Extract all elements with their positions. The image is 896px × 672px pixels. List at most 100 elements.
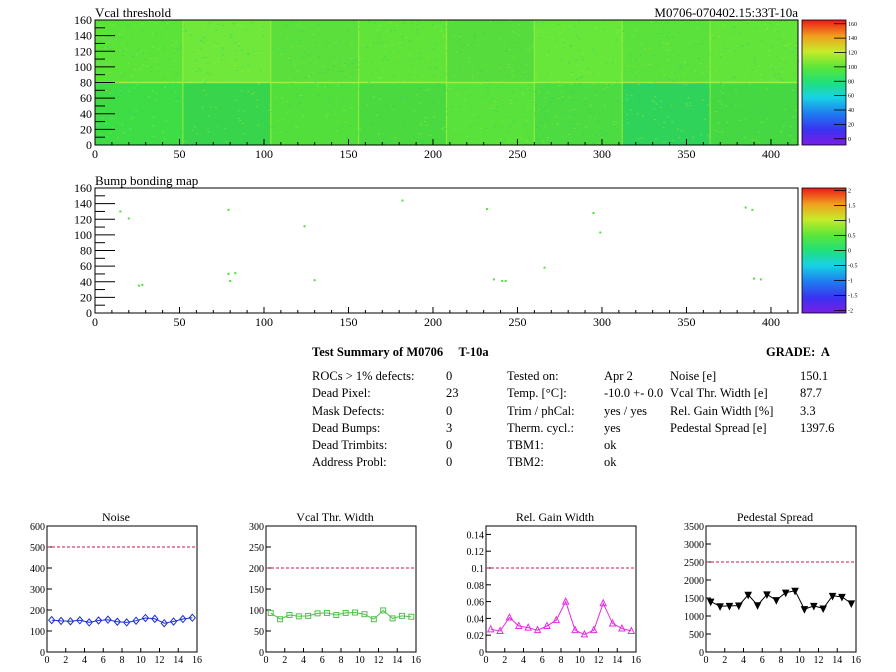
pixel-noise-dot <box>696 21 699 23</box>
pixel-noise-dot <box>122 132 125 134</box>
pixel-noise-dot <box>769 132 772 134</box>
y-tick-label: 160 <box>74 181 92 195</box>
pixel-noise-dot <box>387 143 390 145</box>
pixel-noise-dot <box>660 69 663 71</box>
pixel-noise-dot <box>720 103 723 105</box>
pixel-noise-dot <box>357 131 360 133</box>
palette-tick-label: -0.5 <box>848 264 858 270</box>
pixel-noise-dot <box>288 140 291 142</box>
pixel-noise-dot <box>411 29 414 31</box>
pixel-noise-dot <box>683 73 686 75</box>
y-tick-label: 20 <box>80 290 92 304</box>
x-tick-label: 100 <box>255 315 273 329</box>
pixel-noise-dot <box>350 43 353 45</box>
pixel-noise-dot <box>524 129 527 131</box>
pixel-noise-dot <box>562 28 565 30</box>
data-point <box>94 616 103 625</box>
pixel-noise-dot <box>122 55 125 57</box>
pixel-noise-dot <box>332 65 335 67</box>
pixel-noise-dot <box>241 34 244 36</box>
pixel-noise-dot <box>529 89 532 91</box>
pixel-noise-dot <box>207 63 210 64</box>
x-tick-label: 150 <box>339 315 357 329</box>
pixel-noise-dot <box>299 30 302 31</box>
pixel-noise-dot <box>452 21 454 23</box>
pixel-noise-dot <box>753 89 756 91</box>
pixel-noise-dot <box>668 83 670 85</box>
pixel-noise-dot <box>522 94 525 96</box>
pixel-noise-dot <box>235 100 238 101</box>
pixel-noise-dot <box>798 144 800 146</box>
pixel-noise-dot <box>505 50 507 52</box>
pixel-noise-dot <box>175 48 178 50</box>
pixel-noise-dot <box>218 140 221 142</box>
pixel-noise-dot <box>101 130 104 132</box>
pixel-noise-dot <box>665 22 668 24</box>
pixel-noise-dot <box>231 107 234 109</box>
pixel-noise-dot <box>712 37 715 39</box>
pixel-noise-dot <box>633 65 636 67</box>
pixel-noise-dot <box>133 25 136 27</box>
pixel-noise-dot <box>701 42 704 44</box>
x-tick-label: 12 <box>594 655 604 666</box>
pixel-noise-dot <box>422 75 425 77</box>
pixel-noise-dot <box>130 37 133 39</box>
pixel-noise-dot <box>783 109 786 110</box>
pixel-noise-dot <box>671 72 674 74</box>
pixel-noise-dot <box>120 92 122 94</box>
y-tick-label: 250 <box>249 543 264 554</box>
pixel-noise-dot <box>291 124 294 126</box>
pixel-noise-dot <box>636 140 639 142</box>
pixel-noise-dot <box>579 77 582 79</box>
pixel-noise-dot <box>615 122 618 124</box>
pixel-noise-dot <box>105 63 108 65</box>
pixel-noise-dot <box>567 134 570 135</box>
summary-value: ok <box>604 455 617 470</box>
pixel-noise-dot <box>352 83 355 85</box>
pixel-noise-dot <box>379 123 381 125</box>
pixel-noise-dot <box>385 59 388 61</box>
pixel-noise-dot <box>685 88 688 89</box>
pixel-noise-dot <box>402 126 405 128</box>
pixel-noise-dot <box>397 42 400 44</box>
pixel-noise-dot <box>665 43 667 45</box>
data-point <box>772 597 781 605</box>
pixel-noise-dot <box>149 52 152 54</box>
pixel-noise-dot <box>356 133 359 135</box>
pixel-noise-dot <box>255 106 258 108</box>
y-tick-label: 200 <box>249 564 264 575</box>
data-point <box>132 616 140 625</box>
pixel-noise-dot <box>618 137 621 139</box>
pixel-noise-dot <box>296 24 299 26</box>
pixel-noise-dot <box>719 85 722 87</box>
pixel-noise-dot <box>411 65 414 67</box>
pixel-noise-dot <box>243 110 246 112</box>
pixel-noise-dot <box>728 139 731 141</box>
pixel-noise-dot <box>783 34 786 36</box>
pixel-noise-dot <box>555 41 558 43</box>
pixel-noise-dot <box>692 45 695 47</box>
summary-value: 3.3 <box>800 403 816 418</box>
pixel-noise-dot <box>400 46 403 48</box>
pixel-noise-dot <box>587 128 590 129</box>
pixel-noise-dot <box>217 23 220 25</box>
pixel-noise-dot <box>683 31 686 33</box>
pixel-noise-dot <box>100 47 102 49</box>
pixel-noise-dot <box>634 71 637 73</box>
pixel-noise-dot <box>745 69 748 71</box>
pixel-noise-dot <box>267 101 270 103</box>
pixel-noise-dot <box>492 104 495 106</box>
dead-bump-point <box>486 208 489 211</box>
pixel-noise-dot <box>509 42 512 44</box>
pixel-noise-dot <box>585 126 588 128</box>
pixel-noise-dot <box>562 99 565 101</box>
pixel-noise-dot <box>493 110 496 112</box>
x-tick-label: 0 <box>92 315 98 329</box>
data-point <box>123 618 131 627</box>
pixel-noise-dot <box>775 56 777 58</box>
pixel-noise-dot <box>374 139 377 141</box>
pixel-noise-dot <box>682 108 685 110</box>
pixel-noise-dot <box>697 58 700 59</box>
pixel-noise-dot <box>203 29 205 31</box>
series-line <box>490 600 632 635</box>
